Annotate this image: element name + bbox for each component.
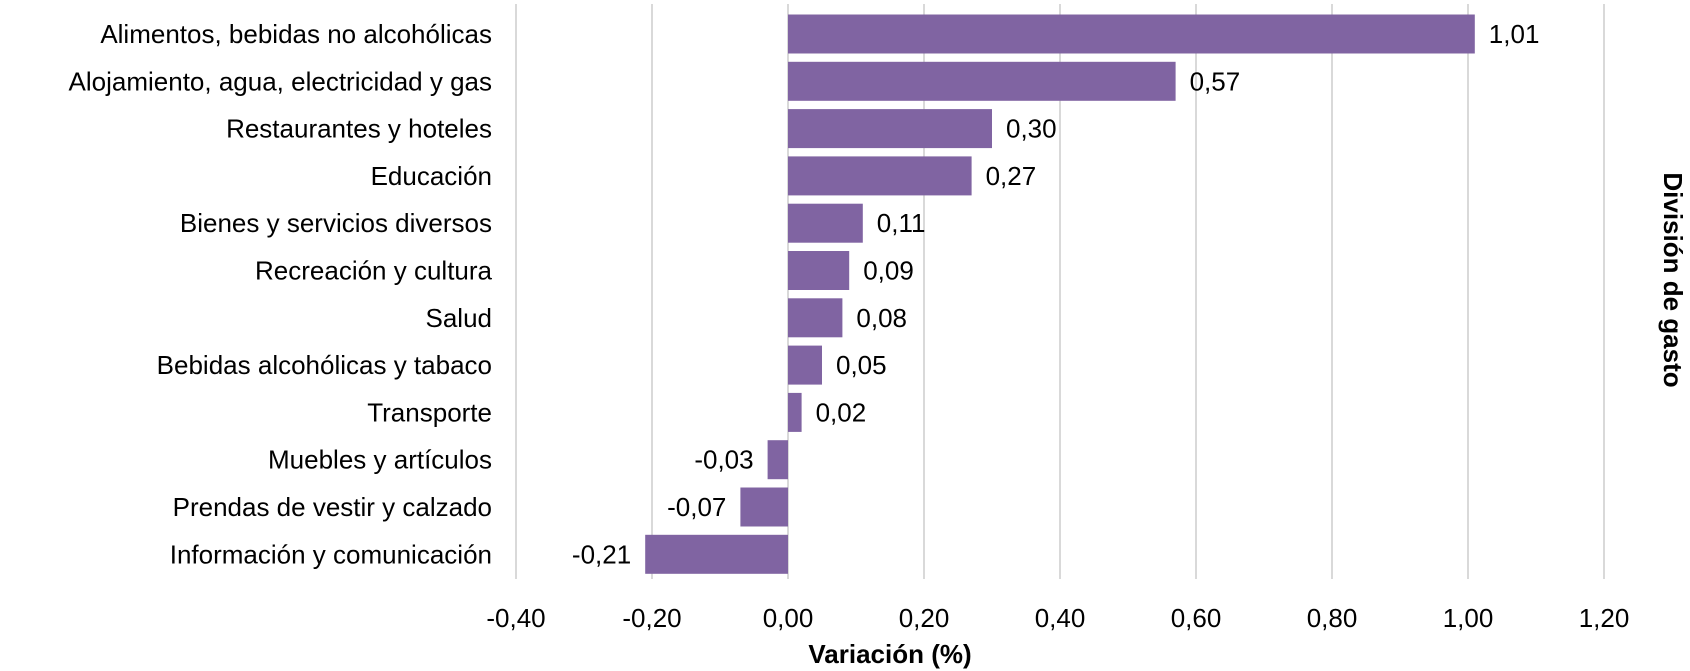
category-label: Salud bbox=[426, 303, 493, 333]
category-labels: Alimentos, bebidas no alcohólicas Alojami… bbox=[69, 19, 493, 569]
bar bbox=[788, 61, 1176, 101]
data-label: -0,03 bbox=[694, 445, 753, 475]
data-label: 1,01 bbox=[1489, 19, 1540, 49]
category-label: Alojamiento, agua, electricidad y gas bbox=[69, 66, 492, 96]
bar bbox=[788, 109, 992, 149]
data-label: 0,57 bbox=[1190, 66, 1241, 96]
bar bbox=[788, 345, 822, 385]
bar bbox=[788, 298, 843, 338]
x-tick-label: 0,00 bbox=[763, 603, 814, 633]
bar bbox=[645, 534, 788, 574]
category-label: Alimentos, bebidas no alcohólicas bbox=[100, 19, 492, 49]
category-label: Muebles y artículos bbox=[268, 445, 492, 475]
category-label: Información y comunicación bbox=[170, 539, 492, 569]
bar bbox=[788, 14, 1475, 54]
x-tick-label: 0,20 bbox=[899, 603, 950, 633]
category-label: Bebidas alcohólicas y tabaco bbox=[157, 350, 492, 380]
data-label: 0,08 bbox=[856, 303, 907, 333]
data-label: 0,09 bbox=[863, 256, 914, 286]
bar bbox=[788, 251, 850, 290]
data-label: 0,27 bbox=[986, 161, 1037, 191]
data-label: 0,05 bbox=[836, 350, 887, 380]
category-label: Prendas de vestir y calzado bbox=[173, 492, 492, 522]
data-label: 0,11 bbox=[877, 208, 926, 238]
data-label: 0,02 bbox=[816, 397, 867, 427]
y-axis-title: División de gasto bbox=[1658, 172, 1688, 387]
bar bbox=[788, 203, 863, 243]
data-labels: 1,01 0,57 0,30 0,27 0,11 0,09 0,08 0,05 0,02 -0,0… bbox=[572, 19, 1539, 569]
bar bbox=[788, 392, 802, 432]
data-label: 0,30 bbox=[1006, 114, 1057, 144]
data-label: -0,07 bbox=[667, 492, 726, 522]
bar bbox=[767, 440, 788, 480]
x-tick-label: 0,60 bbox=[1171, 603, 1222, 633]
category-label: Bienes y servicios diversos bbox=[180, 208, 492, 238]
category-label: Restaurantes y hoteles bbox=[226, 114, 492, 144]
x-tick-label: 1,00 bbox=[1443, 603, 1494, 633]
category-label: Educación bbox=[371, 161, 492, 191]
data-label: -0,21 bbox=[572, 539, 631, 569]
category-label: Transporte bbox=[367, 397, 492, 427]
x-axis-title: Variación (%) bbox=[808, 639, 971, 669]
bars bbox=[645, 14, 1475, 574]
x-tick-label: 1,20 bbox=[1579, 603, 1630, 633]
bar bbox=[740, 487, 788, 527]
x-tick-label: 0,40 bbox=[1035, 603, 1086, 633]
category-label: Recreación y cultura bbox=[255, 256, 493, 286]
x-tick-label: 0,80 bbox=[1307, 603, 1358, 633]
bar bbox=[788, 156, 972, 196]
x-tick-label: -0,20 bbox=[622, 603, 681, 633]
x-tick-label: -0,40 bbox=[486, 603, 545, 633]
x-tick-labels: -0,40 -0,20 0,00 0,20 0,40 0,60 0,80 1,00 1,20 bbox=[486, 603, 1629, 633]
